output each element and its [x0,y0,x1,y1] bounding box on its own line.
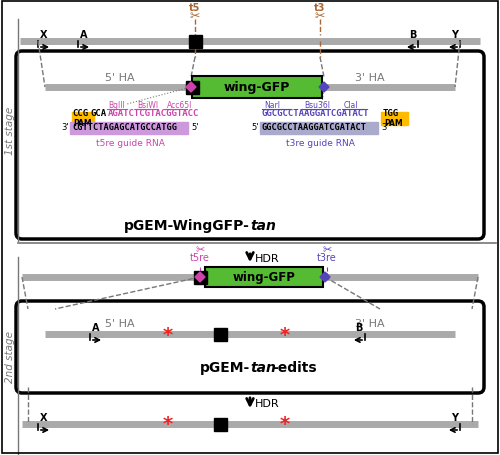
Text: t5: t5 [190,3,200,13]
Text: pGEM-WingGFP-: pGEM-WingGFP- [124,218,250,233]
Bar [188,35,202,48]
Text: -edits: -edits [272,360,316,374]
Text: ✂: ✂ [190,10,200,22]
Text: Acc65I: Acc65I [167,100,192,109]
Text: B: B [408,30,416,40]
Text: ✂: ✂ [322,244,332,254]
Text: t5re guide RNA: t5re guide RNA [96,138,164,147]
Text: X: X [40,30,48,40]
Text: 3': 3' [381,122,388,131]
Text: 5': 5' [252,122,259,131]
Bar [194,271,206,284]
Polygon shape [319,83,329,93]
Text: wing-GFP: wing-GFP [224,81,290,94]
Text: *: * [163,325,173,344]
Text: CCG: CCG [72,108,88,117]
Text: B: B [356,322,363,332]
Text: Bsu36I: Bsu36I [304,100,330,109]
Text: CGTTCTAGAGCATGCCATGG: CGTTCTAGAGCATGCCATGG [72,122,177,131]
Bar [70,123,188,135]
Text: X: X [40,412,48,422]
Polygon shape [195,273,205,283]
Text: 5' HA: 5' HA [105,73,135,83]
Text: *: * [280,415,290,434]
Text: AGATCTCGTACGGTACC: AGATCTCGTACGGTACC [108,108,200,117]
Text: wing-GFP: wing-GFP [232,271,296,284]
Text: t5re: t5re [190,253,210,263]
Polygon shape [186,83,196,93]
Text: 5': 5' [191,122,198,131]
Text: A: A [92,322,100,332]
Text: *: * [280,325,290,344]
Text: TGG: TGG [383,108,399,117]
Text: BglII: BglII [108,100,125,109]
Bar [72,113,94,126]
FancyBboxPatch shape [16,52,484,239]
Text: GCA: GCA [90,108,106,117]
Text: Y: Y [451,412,458,422]
FancyBboxPatch shape [16,301,484,393]
Bar [205,268,323,288]
Text: 3' HA: 3' HA [355,73,385,83]
Text: 1st stage: 1st stage [5,106,15,155]
Text: tan: tan [250,218,276,233]
Text: PAM: PAM [384,119,404,128]
Bar [260,123,378,135]
Text: HDR: HDR [255,253,280,263]
Bar [214,328,226,341]
Text: 3' HA: 3' HA [355,318,385,328]
Text: NarI: NarI [264,100,280,109]
Text: t3re guide RNA: t3re guide RNA [286,138,354,147]
Text: ✂: ✂ [196,244,204,254]
Text: 5' HA: 5' HA [105,318,135,328]
Text: A: A [80,30,88,40]
Bar [186,81,198,94]
Polygon shape [320,273,330,283]
Text: HDR: HDR [255,398,280,408]
Bar [381,113,408,126]
Text: 3': 3' [62,122,69,131]
Text: t3re: t3re [317,253,337,263]
Text: tan: tan [250,360,276,374]
Text: ClaI: ClaI [344,100,358,109]
Text: GGCGCCTAAGGATCGATACT: GGCGCCTAAGGATCGATACT [262,108,370,117]
Text: t3: t3 [314,3,326,13]
Text: BsiWI: BsiWI [137,100,158,109]
Text: Y: Y [451,30,458,40]
Bar [192,77,322,99]
Bar [214,418,226,430]
Text: PAM: PAM [74,119,92,128]
Text: GGCGCCTAAGGATCGATACT: GGCGCCTAAGGATCGATACT [262,122,367,131]
Text: ✂: ✂ [315,10,325,22]
Text: pGEM-: pGEM- [200,360,250,374]
Text: *: * [163,415,173,434]
Text: 2nd stage: 2nd stage [5,330,15,382]
